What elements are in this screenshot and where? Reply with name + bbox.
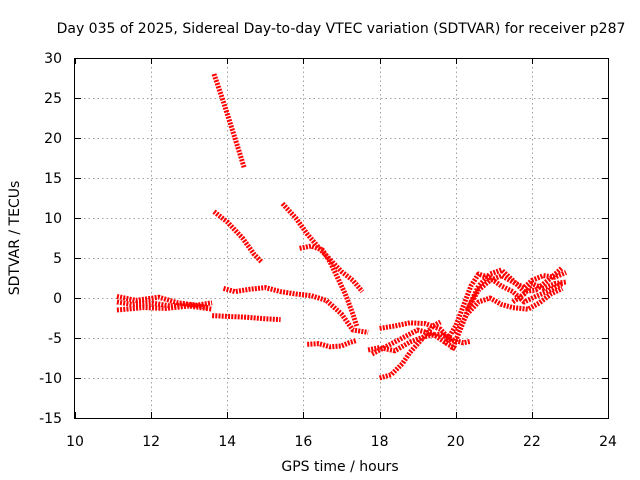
y-tick-label: 15 <box>44 171 62 187</box>
y-tick-label: -5 <box>48 331 62 347</box>
x-tick-label: 18 <box>371 434 389 450</box>
x-axis-label: GPS time / hours <box>281 459 398 475</box>
grid-lines <box>75 58 608 418</box>
data-series <box>116 73 568 381</box>
y-tick-label: 30 <box>44 51 62 67</box>
x-tick-label: 14 <box>218 434 236 450</box>
series-arc-2 <box>116 293 213 308</box>
series-arc-1 <box>116 299 209 311</box>
series-arc-10 <box>307 338 358 350</box>
series-arc-9 <box>299 243 360 327</box>
chart-title: Day 035 of 2025, Sidereal Day-to-day VTE… <box>57 21 626 37</box>
series-arc-15 <box>442 271 564 346</box>
series-arc-5 <box>212 209 264 264</box>
series-arc-4 <box>211 73 247 170</box>
y-tick-label: 10 <box>44 211 62 227</box>
series-arc-18 <box>464 270 568 312</box>
x-tick-label: 22 <box>523 434 541 450</box>
x-tick-label: 12 <box>142 434 160 450</box>
series-arc-14 <box>379 320 454 344</box>
series-arc-7 <box>211 313 281 323</box>
y-tick-label: 25 <box>44 91 62 107</box>
series-arc-8 <box>280 201 365 294</box>
series-arc-17 <box>453 286 564 336</box>
x-tick-labels: 10 12 14 16 18 20 22 24 <box>66 434 617 450</box>
plot-frame <box>74 58 609 419</box>
y-tick-label: 5 <box>53 251 62 267</box>
y-tick-label: -10 <box>39 371 62 387</box>
y-tick-label: 0 <box>53 291 62 307</box>
y-axis-label: SDTVAR / TECUs <box>7 181 23 296</box>
series-arc-19 <box>511 279 567 305</box>
axis-ticks <box>75 58 609 419</box>
series-arc-6 <box>222 285 369 335</box>
x-tick-label: 16 <box>295 434 313 450</box>
series-arc-3 <box>116 303 213 313</box>
y-tick-label: 20 <box>44 131 62 147</box>
x-tick-label: 24 <box>599 434 617 450</box>
y-tick-label: -15 <box>39 411 62 427</box>
x-tick-label: 20 <box>447 434 465 450</box>
series-arc-13 <box>370 327 457 357</box>
x-tick-label: 10 <box>66 434 84 450</box>
y-tick-labels: -15 -10 -5 0 5 10 15 20 25 30 <box>39 51 62 427</box>
